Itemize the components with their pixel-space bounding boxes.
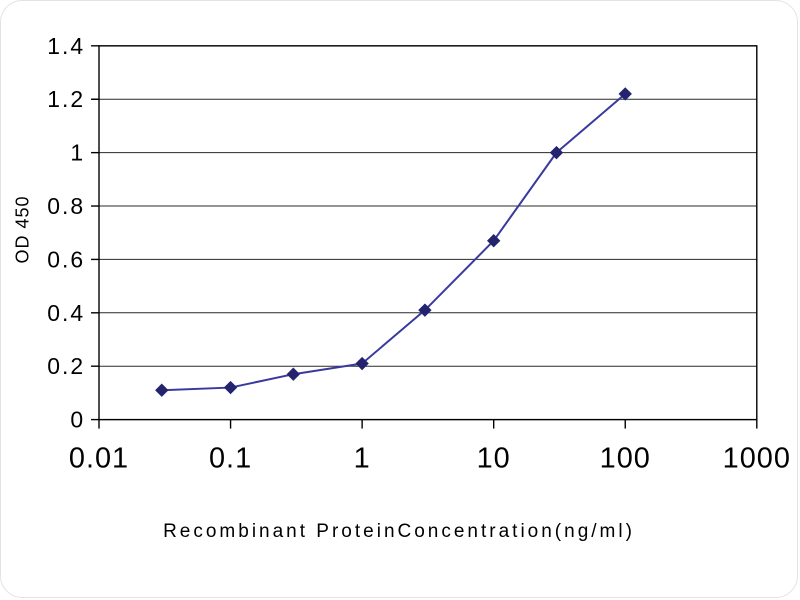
x-tick-label: 1 (354, 442, 371, 474)
y-tick-label: 0 (70, 407, 85, 433)
y-tick-label: 0.4 (47, 300, 85, 326)
data-point-marker (355, 356, 369, 371)
y-axis-title: OD 450 (12, 195, 33, 264)
series-line (161, 93, 626, 392)
data-point-marker (618, 87, 632, 101)
x-tick-label: 0.01 (69, 442, 129, 474)
data-point-marker (418, 303, 432, 317)
y-tick-label: 0.8 (47, 193, 85, 219)
y-tick-label: 0.6 (47, 246, 85, 272)
y-tick-label: 0.2 (47, 353, 85, 379)
data-point-marker (155, 383, 169, 397)
x-tick-label: 0.1 (209, 442, 252, 474)
data-point-marker (549, 145, 564, 160)
y-tick-label: 1.4 (47, 33, 85, 59)
x-tick-label: 10 (477, 442, 511, 474)
y-tick-label: 1 (70, 140, 85, 166)
data-point-marker (223, 380, 238, 395)
plot-area-border (98, 45, 758, 421)
x-axis-title: Recombinant ProteinConcentration(ng/ml) (163, 521, 635, 542)
data-point-marker (286, 367, 301, 381)
x-tick-label: 1000 (723, 442, 791, 474)
data-point-marker (486, 234, 501, 248)
x-tick-label: 100 (600, 442, 651, 474)
y-tick-label: 1.2 (47, 86, 85, 112)
